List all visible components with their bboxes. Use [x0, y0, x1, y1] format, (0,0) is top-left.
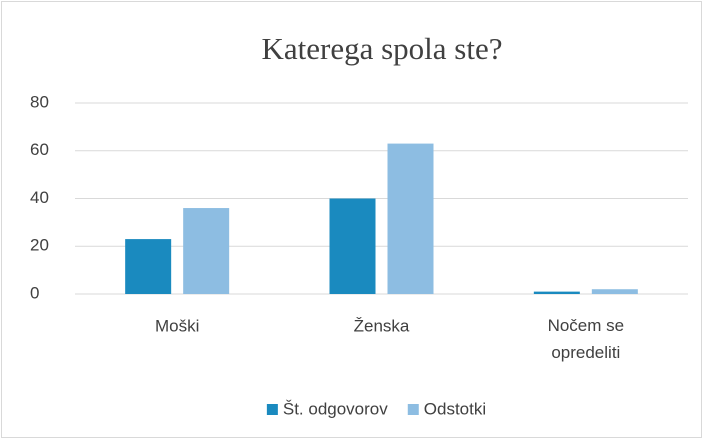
y-tick-label: 0 — [30, 283, 39, 302]
y-tick-label: 20 — [30, 236, 49, 255]
bar — [329, 198, 376, 294]
y-tick-label: 60 — [30, 140, 49, 159]
bar — [387, 143, 434, 294]
chart-title: Katerega spola ste? — [262, 31, 503, 66]
legend-swatch — [407, 404, 419, 415]
bar — [125, 239, 172, 294]
legend-swatch — [266, 404, 278, 415]
bar — [533, 291, 580, 294]
x-tick-label: Nočem se opredeliti — [548, 316, 625, 362]
bar — [591, 289, 638, 294]
y-tick-label: 80 — [30, 92, 49, 111]
bar — [183, 208, 230, 294]
legend-label: Št. odgovorov — [283, 399, 388, 418]
y-tick-label: 40 — [30, 188, 49, 207]
x-tick-label: Moški — [155, 316, 199, 335]
legend-label: Odstotki — [424, 399, 486, 418]
x-tick-label: Ženska — [354, 316, 410, 335]
